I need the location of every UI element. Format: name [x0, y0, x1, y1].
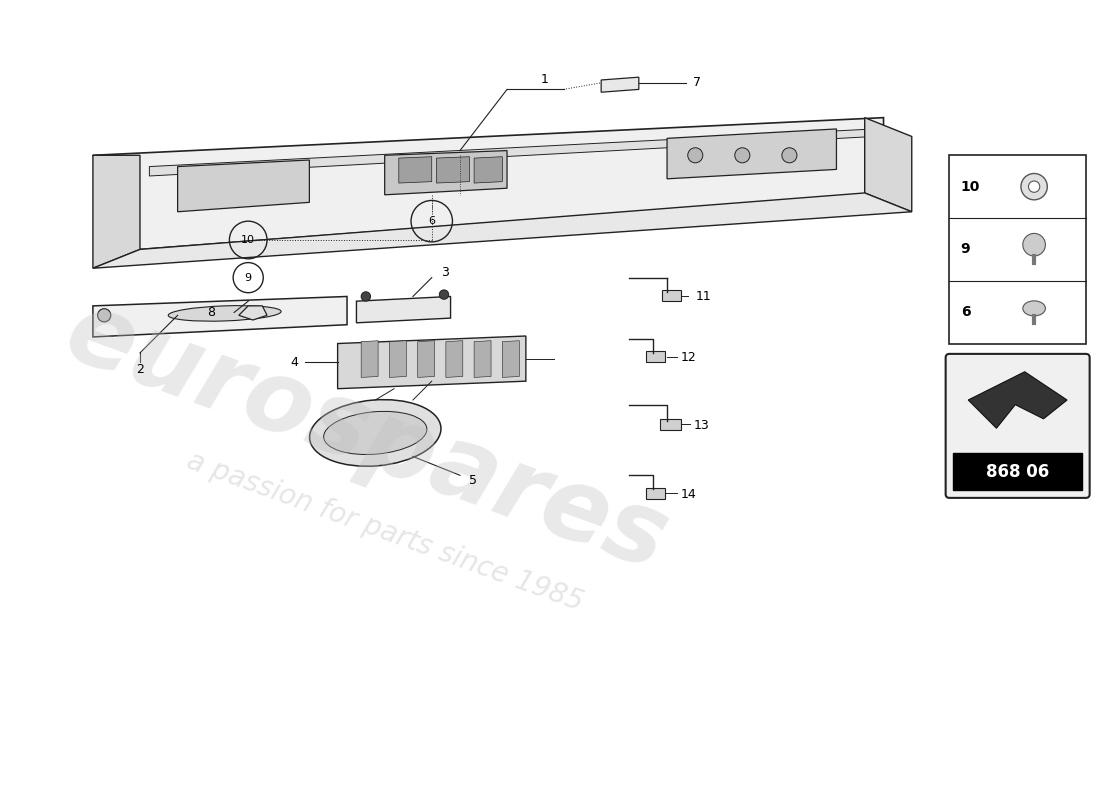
Polygon shape: [92, 118, 883, 250]
Circle shape: [1023, 234, 1045, 256]
Bar: [647, 351, 666, 362]
Text: 9: 9: [960, 242, 970, 257]
Polygon shape: [239, 306, 267, 320]
Text: 8: 8: [207, 306, 216, 319]
Polygon shape: [667, 129, 836, 179]
Polygon shape: [474, 157, 503, 183]
Polygon shape: [389, 341, 406, 378]
Polygon shape: [92, 193, 912, 268]
Polygon shape: [503, 341, 519, 378]
Polygon shape: [399, 157, 431, 183]
Text: 4: 4: [290, 356, 298, 369]
Text: 9: 9: [244, 273, 252, 282]
Circle shape: [361, 292, 371, 301]
Polygon shape: [968, 372, 1067, 428]
Polygon shape: [361, 341, 378, 378]
Ellipse shape: [309, 400, 441, 466]
Text: 1: 1: [541, 74, 549, 86]
Circle shape: [735, 148, 750, 163]
Text: 13: 13: [693, 419, 710, 432]
Text: 10: 10: [960, 180, 980, 194]
Bar: [660, 419, 681, 430]
FancyBboxPatch shape: [949, 155, 1086, 343]
Polygon shape: [385, 150, 507, 195]
Ellipse shape: [1023, 301, 1045, 316]
Circle shape: [439, 290, 449, 299]
Bar: [954, 453, 1082, 490]
Bar: [647, 487, 666, 499]
Text: eurospares: eurospares: [52, 284, 680, 591]
Text: 2: 2: [136, 363, 144, 376]
Circle shape: [98, 309, 111, 322]
Polygon shape: [92, 297, 346, 337]
Polygon shape: [446, 341, 463, 378]
Polygon shape: [865, 118, 912, 212]
Polygon shape: [338, 336, 526, 389]
Ellipse shape: [168, 306, 282, 321]
Text: 7: 7: [693, 76, 702, 90]
Circle shape: [1021, 174, 1047, 200]
FancyBboxPatch shape: [946, 354, 1090, 498]
Text: 11: 11: [695, 290, 711, 303]
Text: 6: 6: [428, 216, 436, 226]
Text: 14: 14: [681, 488, 697, 501]
Circle shape: [688, 148, 703, 163]
Polygon shape: [437, 157, 470, 183]
Polygon shape: [474, 341, 491, 378]
Polygon shape: [92, 155, 140, 268]
Polygon shape: [602, 77, 639, 92]
Text: 3: 3: [441, 266, 449, 279]
Circle shape: [1028, 181, 1040, 192]
Text: 868 06: 868 06: [986, 462, 1049, 481]
Polygon shape: [150, 129, 874, 176]
Circle shape: [782, 148, 796, 163]
Text: a passion for parts since 1985: a passion for parts since 1985: [183, 447, 586, 617]
Ellipse shape: [323, 411, 427, 454]
Bar: [662, 290, 681, 301]
Text: 10: 10: [241, 235, 255, 245]
Text: 5: 5: [470, 474, 477, 486]
Polygon shape: [356, 297, 451, 323]
Polygon shape: [177, 160, 309, 212]
Text: 6: 6: [960, 305, 970, 319]
Polygon shape: [418, 341, 434, 378]
Text: 12: 12: [681, 351, 697, 364]
